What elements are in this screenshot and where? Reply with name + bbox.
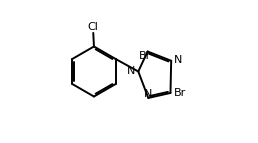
Text: Br: Br [174, 88, 186, 98]
Text: N: N [143, 89, 152, 99]
Text: Cl: Cl [88, 22, 99, 32]
Text: N: N [127, 66, 136, 76]
Text: N: N [174, 55, 182, 65]
Text: Br: Br [139, 51, 151, 61]
